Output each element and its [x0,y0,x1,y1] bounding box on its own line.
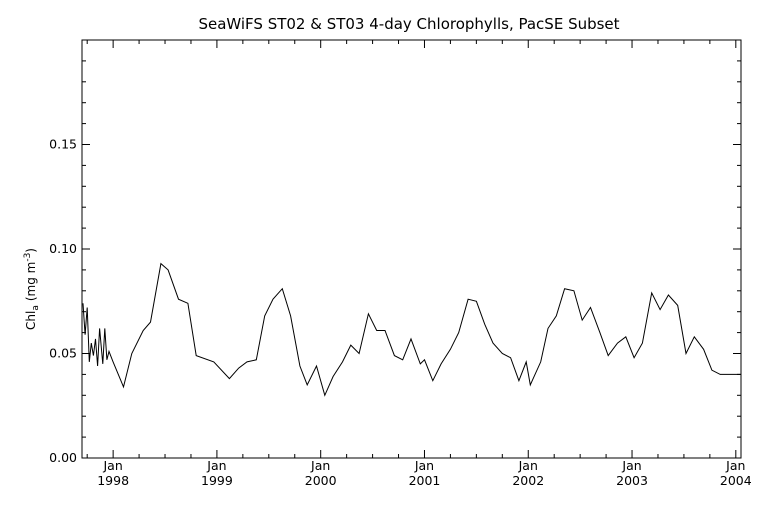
x-tick-year-label: 2004 [720,473,752,488]
x-tick-month-label: Jan [621,458,641,473]
x-tick-year-label: 1999 [201,473,233,488]
x-tick-month-label: Jan [206,458,226,473]
y-tick-label: 0.00 [49,450,77,465]
plot-frame [81,39,742,459]
x-tick-year-label: 2002 [512,473,544,488]
x-tick-month-label: Jan [310,458,330,473]
chart-title: SeaWiFS ST02 & ST03 4-day Chlorophylls, … [198,15,619,33]
x-axis: Jan1998Jan1999Jan2000Jan2001Jan2002Jan20… [86,40,752,488]
y-tick-label: 0.15 [49,137,77,152]
x-tick-year-label: 2001 [409,473,441,488]
y-axis-label-close: ) [24,248,38,253]
y-tick-label: 0.05 [49,346,77,361]
x-tick-year-label: 2003 [616,473,648,488]
x-tick-month-label: Jan [518,458,538,473]
y-axis-label-exponent: -3 [23,253,33,262]
y-axis-label: Chla (mg m-3) [23,248,41,330]
y-tick-label: 0.10 [49,241,77,256]
y-axis: 0.00 0.05 0.10 0.15 [49,39,741,465]
x-tick-month-label: Jan [414,458,434,473]
y-axis-label-subscript: a [31,305,41,311]
y-axis-label-units: (mg m [24,262,38,302]
x-tick-month-label: Jan [102,458,122,473]
y-axis-label-main: Chl [24,311,38,330]
x-tick-year-label: 2000 [305,473,337,488]
x-tick-month-label: Jan [725,458,745,473]
chlorophyll-series-line [82,262,741,397]
svg-text:Chla(mg m-3): Chla (mg m-3) [23,248,41,330]
x-tick-year-label: 1998 [97,473,129,488]
